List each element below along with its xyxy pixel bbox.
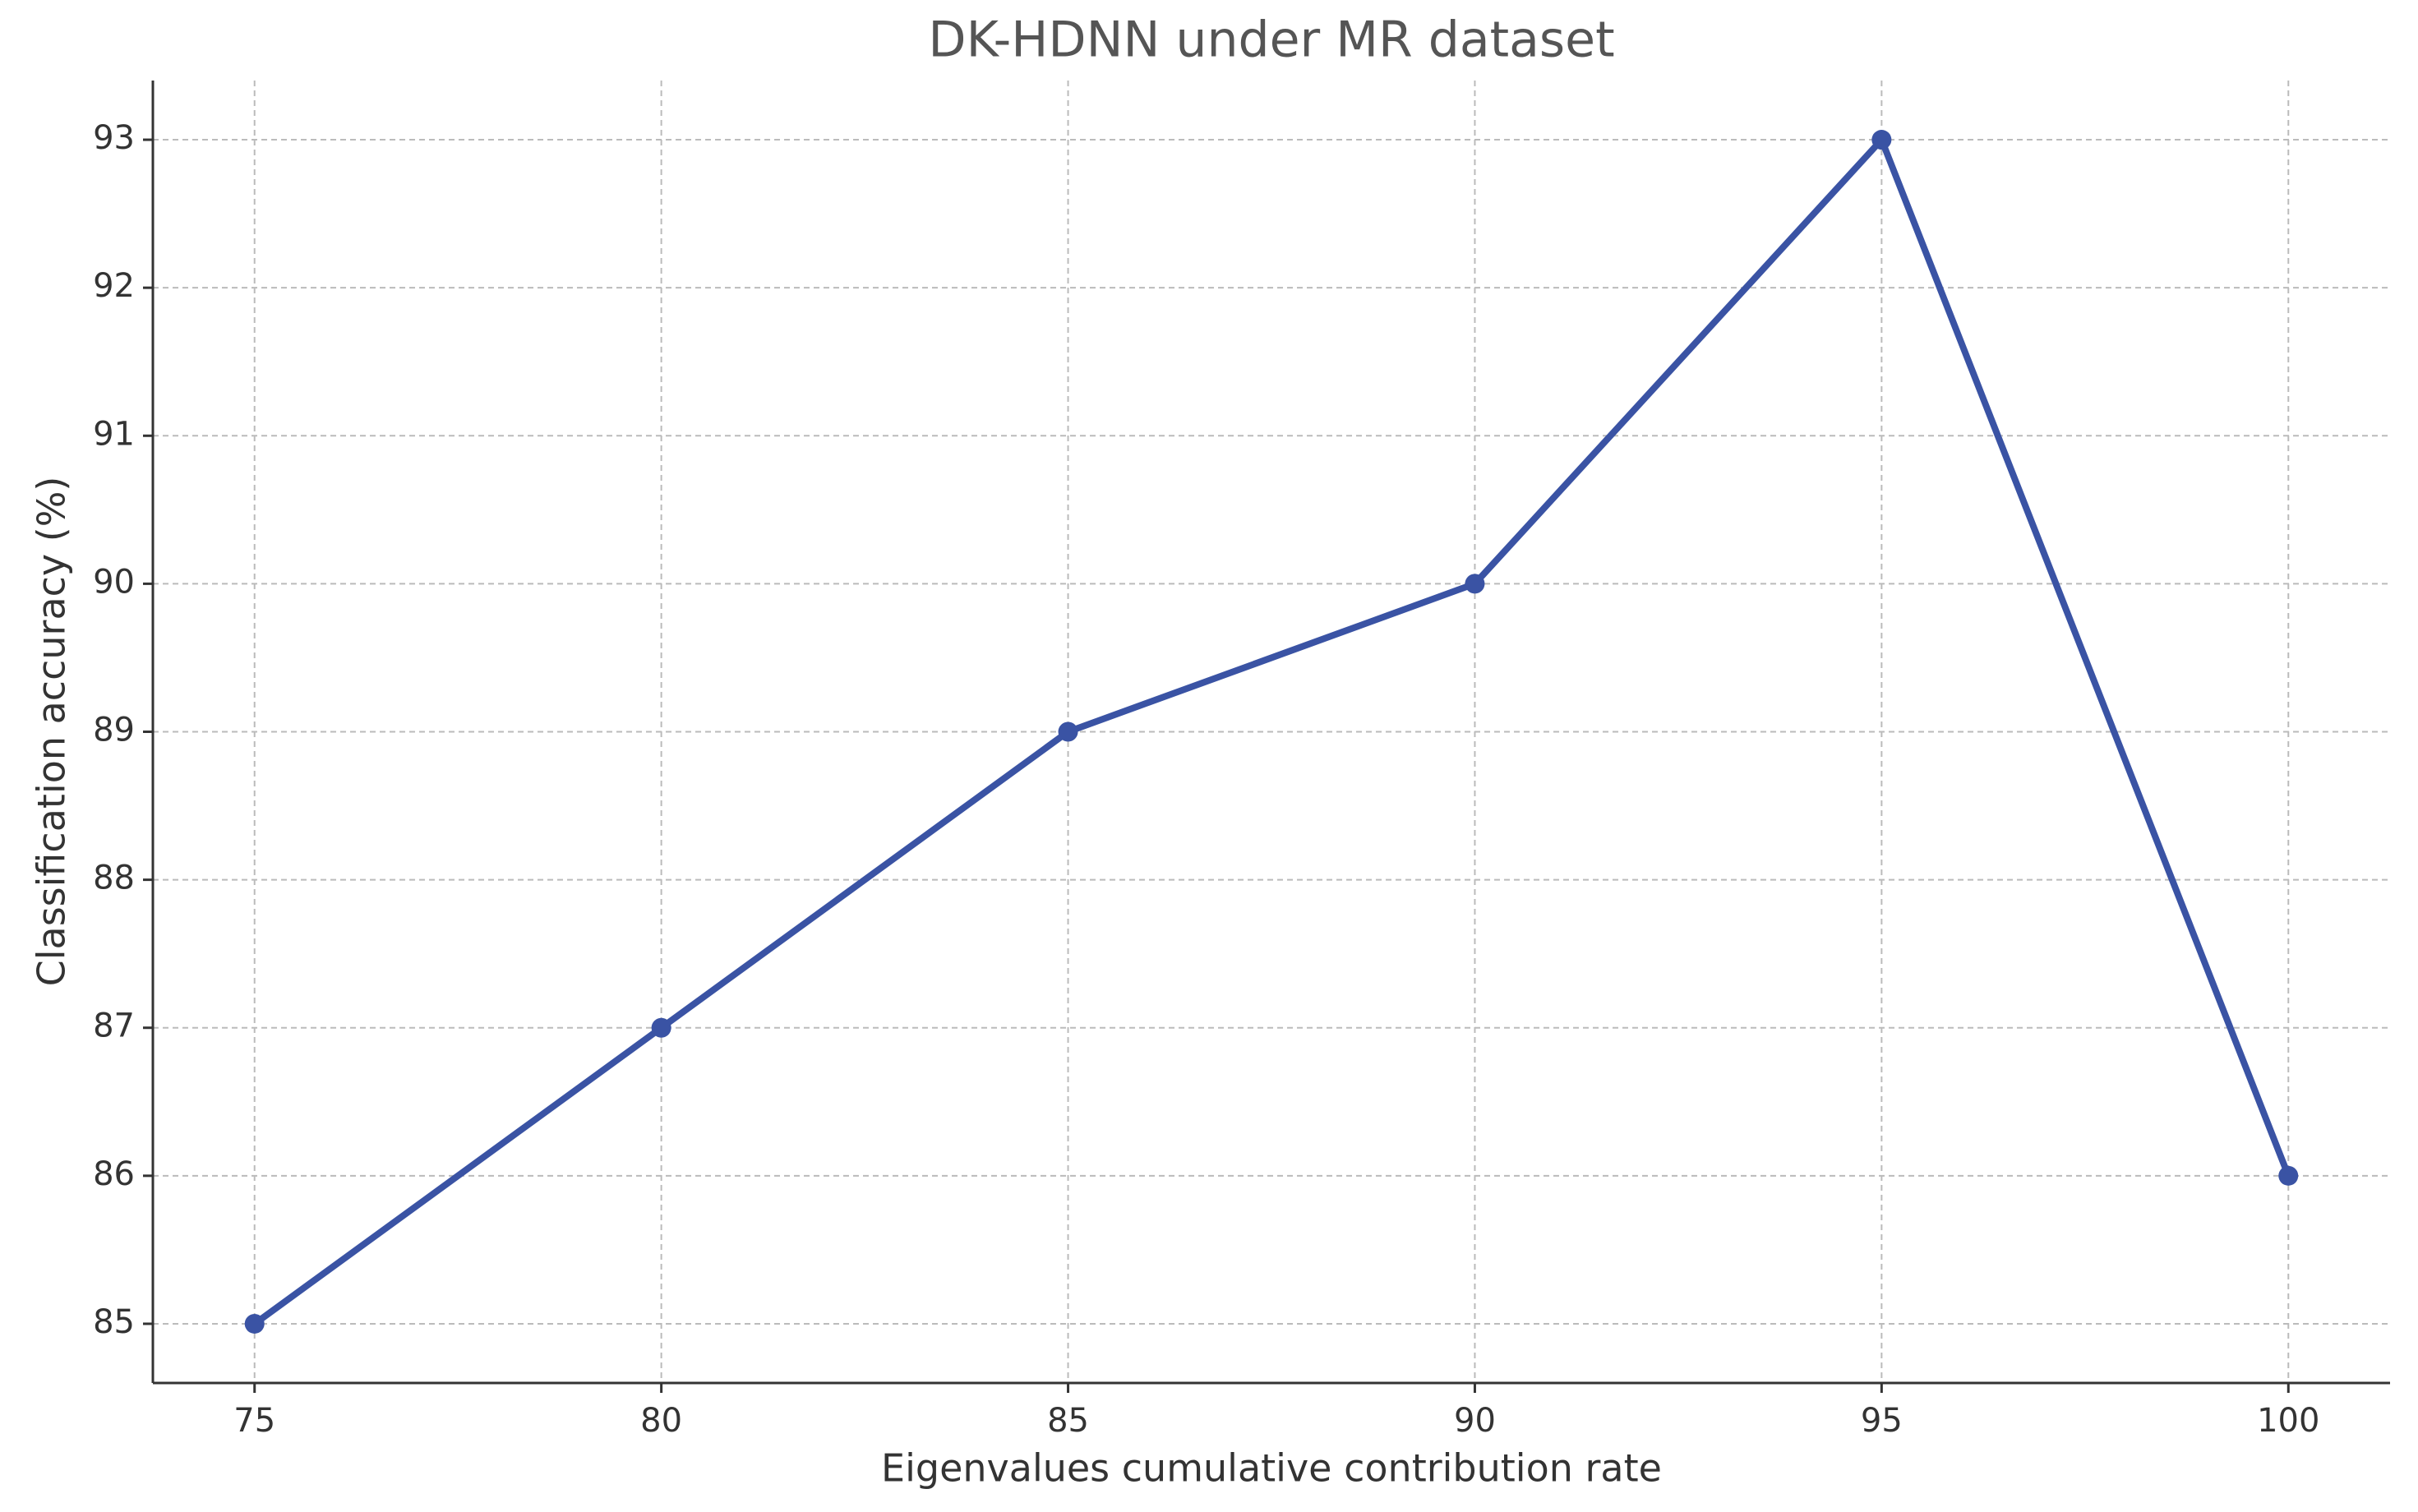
y-tick-label: 88 bbox=[93, 860, 135, 897]
y-axis-label: Classification accuracy (%) bbox=[30, 477, 74, 987]
x-axis-label: Eigenvalues cumulative contribution rate bbox=[881, 1446, 1662, 1491]
y-tick-label: 93 bbox=[93, 119, 135, 157]
y-tick-label: 89 bbox=[93, 712, 135, 749]
x-tick-label: 85 bbox=[1047, 1402, 1089, 1440]
data-point bbox=[1871, 130, 1892, 150]
y-tick-label: 85 bbox=[93, 1303, 135, 1341]
y-tick-label: 92 bbox=[93, 267, 135, 305]
y-tick-label: 87 bbox=[93, 1007, 135, 1045]
x-tick-label: 95 bbox=[1861, 1402, 1903, 1440]
data-point bbox=[2278, 1165, 2299, 1186]
chart-title: DK-HDNN under MR dataset bbox=[928, 12, 1614, 69]
y-tick-label: 91 bbox=[93, 415, 135, 453]
y-tick-label: 86 bbox=[93, 1155, 135, 1193]
data-point bbox=[1465, 574, 1485, 594]
x-tick-label: 80 bbox=[640, 1402, 682, 1440]
x-tick-label: 100 bbox=[2257, 1402, 2319, 1440]
data-point bbox=[244, 1313, 265, 1334]
y-tick-label: 90 bbox=[93, 563, 135, 601]
series-line bbox=[252, 136, 2291, 1327]
data-point bbox=[1058, 721, 1078, 742]
data-point bbox=[651, 1017, 671, 1038]
x-tick-label: 90 bbox=[1454, 1402, 1496, 1440]
x-tick-label: 75 bbox=[233, 1402, 275, 1440]
